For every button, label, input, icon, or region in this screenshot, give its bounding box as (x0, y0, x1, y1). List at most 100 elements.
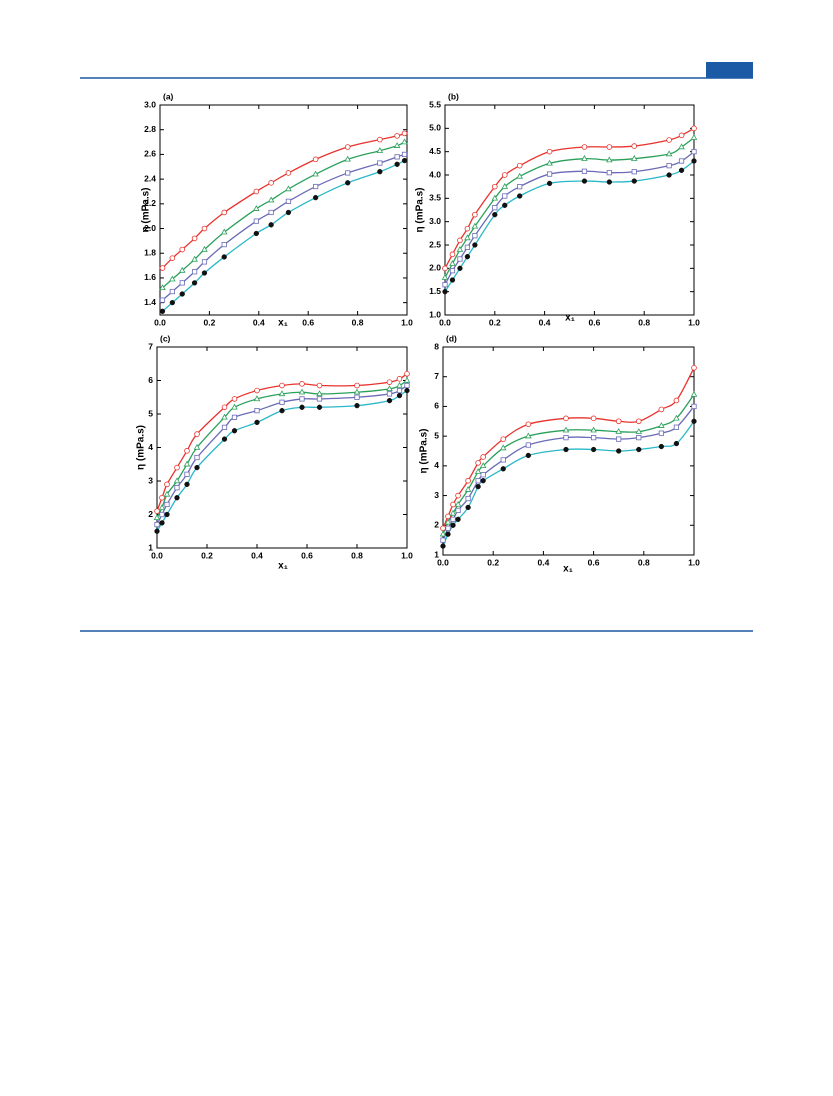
marker (285, 185, 292, 192)
marker (616, 436, 622, 442)
marker (220, 228, 228, 235)
marker (345, 180, 351, 186)
x-tick-label: 0.0 (151, 550, 163, 560)
marker (221, 413, 228, 420)
marker (173, 477, 181, 484)
x-tick-label: 0.4 (253, 317, 265, 327)
marker (480, 454, 486, 460)
marker (606, 144, 613, 150)
plot-frame (442, 346, 695, 556)
marker (492, 205, 498, 211)
marker (678, 132, 685, 139)
fit-line (442, 394, 695, 535)
marker (394, 154, 400, 160)
marker (194, 464, 200, 471)
fit-line (444, 127, 695, 269)
marker (516, 162, 523, 169)
marker (691, 158, 697, 164)
marker (377, 160, 383, 166)
marker (253, 395, 261, 402)
marker (445, 513, 451, 520)
x-tick-label: 0.0 (439, 317, 451, 327)
marker (500, 436, 507, 442)
marker (285, 198, 292, 204)
marker (441, 274, 449, 280)
marker (159, 511, 165, 518)
marker (231, 414, 238, 420)
marker (563, 446, 569, 453)
fit-line (444, 151, 695, 285)
marker (465, 504, 471, 511)
marker (386, 397, 393, 404)
marker (691, 364, 697, 371)
y-axis-label: η (mPa.s) (419, 428, 430, 473)
marker (179, 246, 186, 253)
marker (201, 270, 208, 276)
x-tick-label: 1.0 (688, 317, 700, 327)
marker (465, 477, 471, 484)
marker (401, 151, 408, 158)
panel-label: (c) (160, 333, 171, 343)
marker (279, 399, 285, 405)
marker (457, 265, 463, 271)
marker (465, 495, 471, 502)
marker (445, 531, 451, 537)
marker (499, 444, 507, 451)
marker (299, 404, 305, 410)
x-axis-label: x₁ (278, 561, 288, 572)
panel-label: (b) (448, 91, 459, 101)
marker (169, 255, 176, 261)
marker (396, 387, 403, 394)
marker (563, 415, 569, 422)
marker (254, 408, 260, 414)
marker (221, 404, 228, 411)
marker (184, 481, 190, 488)
marker (354, 382, 360, 389)
marker (221, 209, 228, 216)
marker (193, 443, 201, 450)
y-tick-label: 2.6 (144, 149, 156, 159)
marker (253, 230, 259, 237)
marker (658, 406, 665, 413)
x-axis-label: x₁ (563, 564, 573, 575)
marker (267, 196, 275, 203)
marker (475, 484, 481, 490)
marker (154, 528, 160, 534)
marker (691, 418, 697, 424)
marker (464, 254, 471, 260)
marker (691, 403, 697, 410)
marker (636, 446, 642, 453)
marker (606, 170, 612, 176)
marker (444, 518, 452, 525)
marker (464, 244, 471, 250)
fit-line (444, 160, 695, 293)
marker (440, 525, 446, 532)
marker (201, 245, 208, 252)
marker (690, 390, 698, 397)
marker (159, 494, 165, 501)
y-tick-label: 6 (148, 375, 153, 385)
marker (525, 432, 532, 439)
marker (666, 137, 672, 143)
marker (394, 133, 400, 139)
plot-frame (159, 104, 408, 316)
marker (191, 280, 198, 286)
marker (501, 172, 508, 178)
y-axis-label: η (mPa.s) (415, 187, 426, 232)
y-tick-label: 1 (148, 542, 153, 552)
marker (285, 170, 292, 176)
x-tick-label: 0.8 (638, 317, 650, 327)
x-tick-label: 1.0 (401, 550, 413, 560)
marker (450, 516, 456, 522)
marker (673, 414, 680, 421)
marker (445, 525, 451, 531)
marker (312, 156, 319, 163)
y-tick-label: 5.0 (429, 123, 441, 133)
marker (502, 202, 508, 208)
marker (479, 462, 487, 469)
y-tick-label: 2.8 (144, 124, 156, 134)
marker (673, 424, 680, 430)
marker (163, 490, 171, 497)
y-tick-label: 2.5 (429, 239, 441, 249)
x-axis-label: x₁ (565, 313, 575, 324)
